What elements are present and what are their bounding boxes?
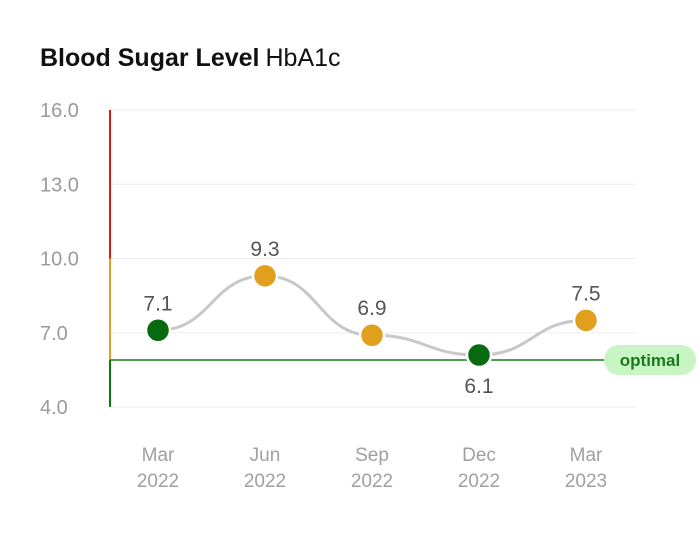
y-tick-label: 10.0 [40,249,79,271]
x-tick-label: 2023 [565,471,607,492]
x-tick-label: 2022 [458,471,500,492]
optimal-label: optimal [620,351,680,370]
data-point[interactable] [572,307,600,334]
data-label: 9.3 [250,238,279,261]
chart-title-main: Blood Sugar Level [40,44,260,72]
y-tick-label: 13.0 [40,174,79,196]
data-point[interactable] [144,317,172,344]
y-tick-label: 4.0 [40,397,68,419]
x-tick-label: 2022 [244,471,286,492]
x-tick-label: Mar [142,445,175,466]
x-tick-label: Sep [355,445,389,466]
x-tick-label: 2022 [351,471,393,492]
chart-subtitle: HbA1c [265,44,341,72]
data-point[interactable] [251,262,279,290]
data-label: 7.1 [143,292,172,315]
data-label: 6.1 [464,375,493,398]
y-tick-label: 16.0 [40,100,79,122]
x-tick-label: 2022 [137,471,179,492]
x-tick-label: Mar [570,445,603,466]
data-label: 6.9 [357,297,386,320]
x-tick-label: Dec [462,445,496,466]
chart-title: Blood Sugar Level HbA1c [40,40,341,76]
optimal-badge [604,344,696,375]
data-label: 7.5 [571,282,600,305]
y-tick-label: 7.0 [40,323,68,345]
data-point[interactable] [465,341,493,369]
data-point[interactable] [358,321,386,349]
x-tick-label: Jun [250,445,281,466]
